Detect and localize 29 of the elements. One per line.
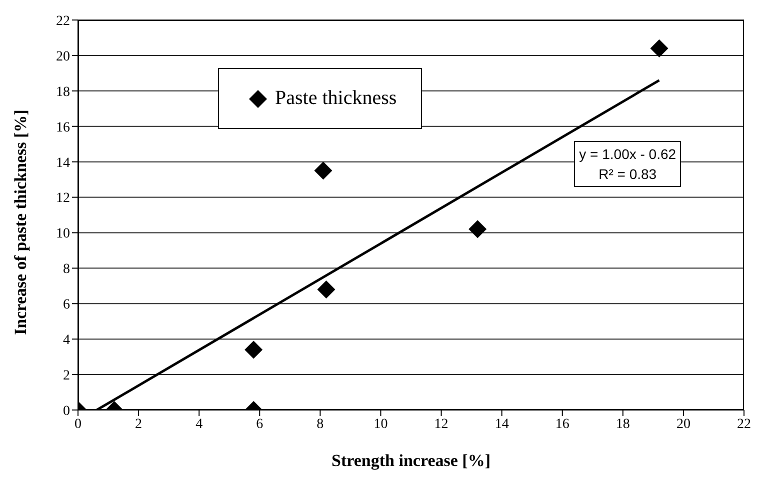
x-tick-label: 14: [494, 416, 509, 432]
y-axis-title: Increase of paste thickness [%]: [11, 110, 30, 335]
x-tick-label: 2: [135, 416, 142, 432]
annotation: R² = 0.83: [598, 164, 658, 184]
x-tick-label: 12: [434, 416, 448, 432]
y-tick-label: 2: [63, 368, 70, 384]
y-tick-label: 18: [56, 84, 70, 100]
y-tick-label: 0: [63, 404, 70, 419]
y-tick-label: 12: [56, 191, 70, 206]
x-tick-label: 8: [316, 416, 324, 432]
x-tick-label: 4: [196, 416, 203, 432]
x-tick-label: 18: [616, 416, 630, 432]
y-tick-label: 16: [56, 120, 70, 136]
x-tick-label: 22: [737, 416, 751, 432]
x-tick-label: 20: [676, 416, 690, 432]
y-tick-label: 6: [63, 298, 70, 313]
y-tick-label: 10: [56, 226, 70, 242]
x-tick-label: 6: [256, 416, 264, 432]
y-tick-label: 22: [56, 14, 70, 29]
x-tick-label: 16: [555, 416, 570, 432]
y-tick-label: 20: [56, 49, 70, 64]
x-tick-label: 10: [374, 416, 388, 432]
y-tick-label: 8: [63, 262, 70, 278]
y-tick-label: 14: [56, 156, 70, 171]
x-tick-label: 0: [74, 416, 82, 432]
x-axis-title: Strength increase [%]: [332, 451, 490, 470]
legend-label: Paste thickness: [274, 87, 397, 110]
y-tick-label: 4: [63, 333, 70, 348]
annotation: y = 1.00x - 0.62: [579, 144, 676, 164]
